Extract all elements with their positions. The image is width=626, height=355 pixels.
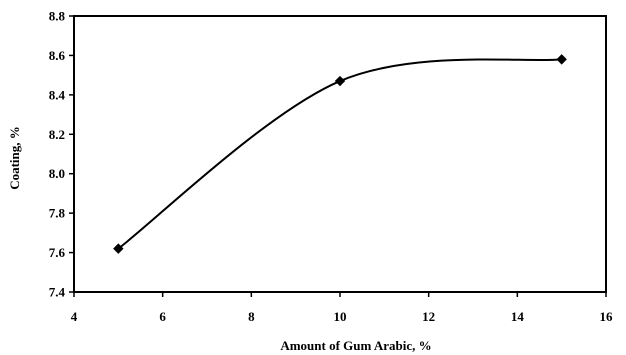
x-tick-label: 6 <box>159 309 166 324</box>
data-markers <box>113 54 567 254</box>
y-tick-label: 8.2 <box>49 127 65 142</box>
y-tick-label: 8.6 <box>49 48 66 63</box>
data-point <box>556 54 567 65</box>
series-line <box>117 58 562 250</box>
y-tick-label: 7.8 <box>49 206 66 221</box>
x-axis-title: Amount of Gum Arabic, % <box>280 338 431 353</box>
x-axis: 4 6 8 10 12 14 16 <box>71 292 613 324</box>
plot-frame <box>73 15 607 293</box>
y-tick-label: 7.4 <box>49 285 66 300</box>
data-point <box>334 75 346 87</box>
x-tick-label: 14 <box>511 309 525 324</box>
data-point <box>113 243 124 254</box>
x-tick-label: 10 <box>334 309 347 324</box>
x-tick-label: 8 <box>248 309 255 324</box>
y-tick-label: 8.8 <box>49 9 66 24</box>
y-axis: 7.4 7.6 7.8 8.0 8.2 8.4 8.6 8.8 <box>49 9 74 300</box>
y-tick-label: 8.4 <box>49 87 66 102</box>
y-axis-title: Coating, % <box>7 126 22 190</box>
y-tick-label: 8.0 <box>49 166 65 181</box>
x-tick-label: 16 <box>600 309 614 324</box>
x-tick-label: 4 <box>71 309 78 324</box>
y-tick-label: 7.6 <box>49 245 66 260</box>
x-tick-label: 12 <box>422 309 435 324</box>
